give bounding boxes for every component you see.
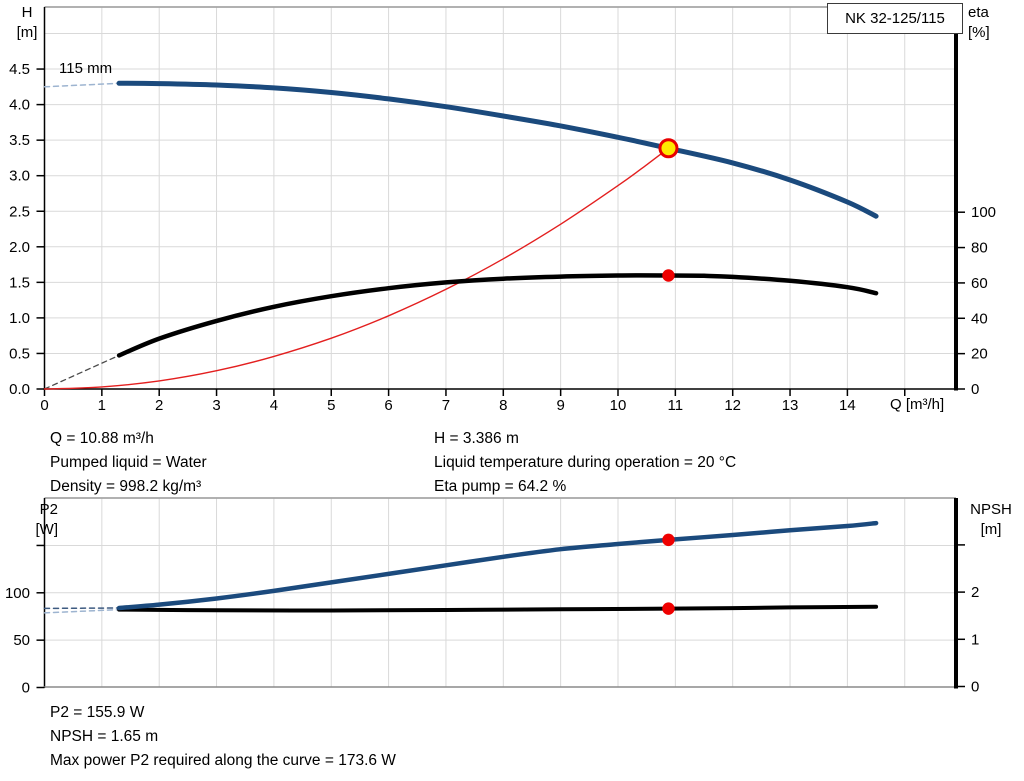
left-axis-tick-label: 0 <box>22 680 30 697</box>
pump-model-box: NK 32-125/115 <box>827 3 963 34</box>
left-axis-tick-label: 2.0 <box>9 239 30 256</box>
q-axis-title: Q [m³/h] <box>890 396 945 413</box>
x-axis-tick-label: 6 <box>384 397 392 414</box>
left-axis-tick-label: 1.5 <box>9 274 30 291</box>
npsh-axis-title-line: [m] <box>980 521 1002 538</box>
x-axis-tick-label: 13 <box>782 397 799 414</box>
result-line-p2: P2 = 155.9 W <box>50 704 145 721</box>
efficiency-curve <box>116 273 879 358</box>
efficiency-point-marker <box>662 269 675 282</box>
eta-axis-title: eta [%] <box>968 3 990 43</box>
x-axis-tick-label: 9 <box>556 397 564 414</box>
left-axis-tick-label: 1.0 <box>9 310 30 327</box>
p2-curve <box>116 520 879 611</box>
result-text-bottom: P2 = 155.9 W NPSH = 1.65 m Max power P2 … <box>50 701 396 773</box>
duty-point-marker <box>658 138 679 159</box>
result-line-maxpower: Max power P2 required along the curve = … <box>50 752 396 769</box>
left-axis-tick-label: 4.0 <box>9 97 30 114</box>
npsh-curve-lead <box>43 608 120 614</box>
x-axis-tick-label: 3 <box>212 397 220 414</box>
x-axis-tick-label: 10 <box>610 397 627 414</box>
p2-point-marker <box>662 533 675 547</box>
left-axis-tick-label: 0.5 <box>9 345 30 362</box>
x-axis-tick-label: 5 <box>327 397 335 414</box>
p2-axis-title: P2 [W] <box>18 500 59 540</box>
left-axis-tick-label: 0.0 <box>9 381 30 398</box>
x-axis-tick-label: 8 <box>499 397 507 414</box>
left-axis-tick-label: 100 <box>5 585 30 602</box>
result-line-density: Density = 998.2 kg/m³ <box>50 478 202 495</box>
system-curve <box>43 147 670 390</box>
eta-axis-title-line: [%] <box>968 24 990 41</box>
p2-axis-title-line: P2 <box>39 501 58 518</box>
efficiency-curve-lead <box>43 354 120 390</box>
p2-axis-title-line: [W] <box>35 521 59 538</box>
right-axis-tick-label: 40 <box>971 310 988 327</box>
right-axis-tick-label: 80 <box>971 240 988 257</box>
right-axis-tick-label: 0 <box>971 381 979 398</box>
x-axis-tick-label: 4 <box>270 397 278 414</box>
h-axis-title-line: [m] <box>16 24 38 41</box>
head-curve <box>116 80 879 219</box>
h-axis-title: H [m] <box>6 3 48 43</box>
result-line-q: Q = 10.88 m³/h <box>50 430 154 447</box>
result-text-right: H = 3.386 m Liquid temperature during op… <box>434 427 736 499</box>
right-axis-tick-label: 100 <box>971 204 996 221</box>
right-axis-tick-label: 1 <box>971 631 979 648</box>
pump-model-label: NK 32-125/115 <box>845 10 945 27</box>
result-line-temperature: Liquid temperature during operation = 20… <box>434 454 737 471</box>
left-axis-tick-label: 50 <box>13 632 30 649</box>
impeller-diameter-label: 115 mm <box>59 60 113 77</box>
x-axis-tick-label: 7 <box>442 397 450 414</box>
left-axis-tick-label: 3.0 <box>9 168 30 185</box>
result-text-left: Q = 10.88 m³/h Pumped liquid = Water Den… <box>50 427 207 499</box>
result-line-h: H = 3.386 m <box>434 430 519 447</box>
right-axis-tick-label: 0 <box>971 679 979 696</box>
npsh-axis-title: NPSH [m] <box>964 500 1018 540</box>
right-axis-tick-label: 60 <box>971 275 988 292</box>
x-axis-tick-label: 14 <box>839 397 856 414</box>
left-axis-tick-label: 3.5 <box>9 132 30 149</box>
x-axis-tick-label: 11 <box>668 397 684 414</box>
left-axis-tick-label: 4.5 <box>9 61 30 78</box>
x-axis-tick-label: 2 <box>155 397 163 414</box>
right-axis-tick-label: 2 <box>971 584 979 601</box>
npsh-point-marker <box>662 602 675 615</box>
x-axis-tick-label: 12 <box>724 397 741 414</box>
left-axis-tick-label: 2.5 <box>9 203 30 220</box>
right-axis-tick-label: 20 <box>971 346 988 363</box>
result-line-liquid: Pumped liquid = Water <box>50 454 207 471</box>
x-axis-tick-label: 1 <box>98 397 106 414</box>
npsh-axis-title-line: NPSH <box>970 501 1012 518</box>
h-axis-title-line: H <box>21 4 33 21</box>
eta-axis-title-line: eta <box>968 4 989 21</box>
result-line-eta: Eta pump = 64.2 % <box>434 478 567 495</box>
x-axis-tick-label: 0 <box>40 397 48 414</box>
head-curve-lead <box>43 82 120 88</box>
result-line-npsh: NPSH = 1.65 m <box>50 728 159 745</box>
npsh-curve <box>117 604 879 613</box>
